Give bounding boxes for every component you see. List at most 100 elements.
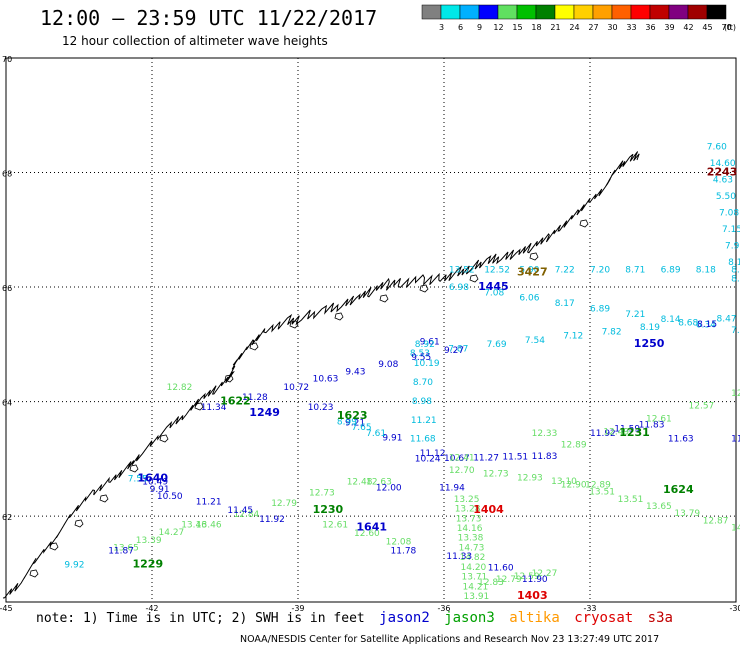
lat-label: 64 xyxy=(2,399,12,408)
legend-swatch xyxy=(516,4,537,20)
island-outline xyxy=(49,542,59,551)
swh-value: 13.51 xyxy=(618,495,644,505)
pass-time: 1622 xyxy=(220,394,251,407)
swh-value: 8.15 xyxy=(697,320,717,330)
swh-value: 12.89 xyxy=(561,440,587,450)
swh-value: 7.61 xyxy=(366,429,386,439)
island-outline xyxy=(74,519,84,528)
island-outline xyxy=(419,284,429,293)
swh-value: 8.23 xyxy=(731,274,740,284)
swh-value: 12.93 xyxy=(517,473,543,483)
swh-value: 12.73 xyxy=(483,470,509,480)
swh-value: 7.20 xyxy=(590,266,610,276)
swh-value: 12.60 xyxy=(354,529,380,539)
legend-label: 15 xyxy=(512,23,522,32)
swh-value: 7.69 xyxy=(487,340,507,350)
swh-value: 7.12 xyxy=(563,332,583,342)
swh-value: 13.71 xyxy=(462,573,488,583)
island-outline xyxy=(194,402,204,411)
island-outline xyxy=(529,252,539,261)
pass-time: 1403 xyxy=(517,589,548,602)
legend-label: 70 xyxy=(721,23,731,32)
swh-value: 12.83 xyxy=(478,578,504,588)
swh-value: 11.34 xyxy=(201,403,227,413)
swh-value: 11.59 xyxy=(614,425,640,435)
legend-swatch xyxy=(478,4,499,20)
pass-time: 1231 xyxy=(619,426,650,439)
swh-value: 9.08 xyxy=(378,360,398,370)
legend-swatch xyxy=(592,4,613,20)
swh-value: 7.15 xyxy=(722,225,740,235)
swh-value: 12.73 xyxy=(309,488,335,498)
swh-value: 8.99 xyxy=(337,418,357,428)
swh-value: 11.33 xyxy=(446,552,472,562)
swh-value: 9.91 xyxy=(382,434,402,444)
legend-label: 42 xyxy=(683,23,693,32)
swh-value: 13.91 xyxy=(464,592,490,602)
pass-time: 1250 xyxy=(634,337,665,350)
swh-value: 11.83 xyxy=(639,420,665,430)
swh-value: 11.92 xyxy=(259,515,285,525)
legend-label: 24 xyxy=(569,23,579,32)
swh-value: 14.3 xyxy=(731,523,740,533)
pass-time: 1249 xyxy=(249,406,280,419)
swh-value: 12.90 xyxy=(561,481,587,491)
legend-swatch xyxy=(706,4,727,20)
swh-value: 5.50 xyxy=(716,192,736,202)
swh-value: 12.79 xyxy=(496,575,522,585)
swh-value: 9.61 xyxy=(420,337,440,347)
pass-time: 1640 xyxy=(137,472,168,485)
lat-label: 62 xyxy=(2,513,12,522)
swh-value: 14.20 xyxy=(461,563,487,573)
greenland-coastline xyxy=(2,151,640,599)
longitude-labels: -45 -42 -39 -36 -33 -30 xyxy=(0,604,740,613)
swh-value: 8.73 xyxy=(731,266,740,276)
pass-time: 1229 xyxy=(133,558,164,571)
credit-line: NOAA/NESDIS Center for Satellite Applica… xyxy=(240,634,660,645)
swh-value: 6.98 xyxy=(449,283,469,293)
swh-value: 13.46 xyxy=(181,521,207,531)
lon-label: -39 xyxy=(291,604,304,613)
swh-value: 8.71 xyxy=(625,266,645,276)
swh-value: 6.06 xyxy=(519,294,539,304)
legend-label: 30 xyxy=(607,23,617,32)
legend-label: 3 xyxy=(439,23,444,32)
swh-value: 8.16 xyxy=(728,258,740,268)
legend-swatch xyxy=(573,4,594,20)
lon-label: -33 xyxy=(583,604,596,613)
swh-value: 11.21 xyxy=(196,498,222,508)
swh-value: 11.60 xyxy=(488,564,514,574)
swh-value: 11.92 xyxy=(590,429,616,439)
swh-value: 7.54 xyxy=(525,336,545,346)
legend-swatch xyxy=(421,4,442,20)
pass-time: 1404 xyxy=(473,503,504,516)
swh-value: 11.63 xyxy=(668,435,694,445)
swh-value: 7.54 xyxy=(731,326,740,336)
swh-value: 8.92 xyxy=(415,340,435,350)
swh-value: 11.45 xyxy=(227,506,253,516)
legend-label: 39 xyxy=(664,23,674,32)
satellite-s3a: s3a xyxy=(647,610,673,626)
swh-value: 12.49 xyxy=(603,428,629,438)
swh-value: 12.27 xyxy=(532,569,558,579)
swh-value: 12.52 xyxy=(484,266,510,276)
swh-value: 8.47 xyxy=(717,314,737,324)
lon-label: -42 xyxy=(145,604,158,613)
legend-label: 21 xyxy=(550,23,560,32)
page-subtitle: 12 hour collection of altimeter wave hei… xyxy=(62,34,328,48)
satellite-jason2: jason2 xyxy=(379,610,430,626)
lat-label: 66 xyxy=(2,284,12,293)
island-outline xyxy=(334,312,344,321)
swh-value: 14.60 xyxy=(710,159,736,169)
legend-label: 33 xyxy=(626,23,636,32)
swh-value: 12.59 xyxy=(514,572,540,582)
swh-value: 13.28 xyxy=(455,505,481,515)
swh-value: 12.82 xyxy=(167,383,193,393)
swh-value: 9.27 xyxy=(444,346,464,356)
swh-value: 7.55 xyxy=(128,475,148,485)
pass-time: 3427 xyxy=(517,266,548,279)
swh-value: 8.18 xyxy=(696,266,716,276)
swh-value: 12.87 xyxy=(703,516,729,526)
